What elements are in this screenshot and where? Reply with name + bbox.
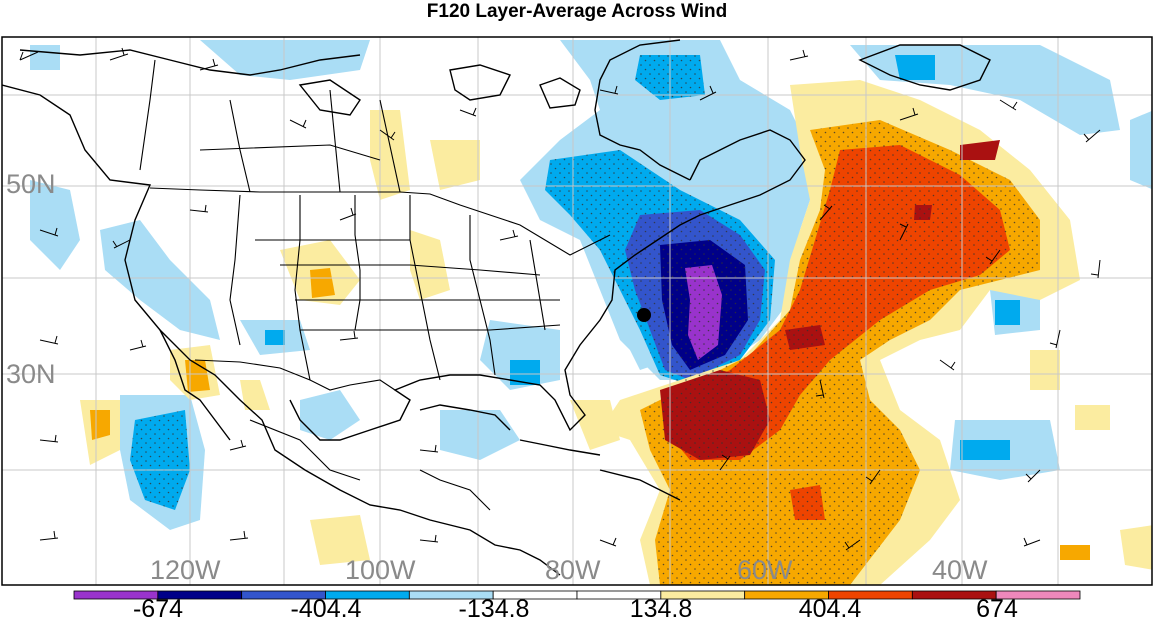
wind-barbs bbox=[19, 47, 1101, 551]
lon-label-100w: 100W bbox=[345, 555, 416, 585]
colorbar-label: -404.4 bbox=[290, 595, 362, 623]
colorbar-label: -674 bbox=[132, 595, 184, 623]
colorbar-label: 674 bbox=[976, 595, 1018, 623]
lon-label-120w: 120W bbox=[150, 555, 221, 585]
lat-label-30n: 30N bbox=[6, 359, 56, 389]
lon-label-80w: 80W bbox=[545, 555, 601, 585]
location-marker bbox=[637, 308, 651, 322]
colorbar-label: 134.8 bbox=[629, 595, 693, 623]
lon-label-60w: 60W bbox=[737, 555, 793, 585]
lat-label-50n: 50N bbox=[6, 169, 56, 199]
political-borders bbox=[139, 59, 611, 511]
lon-label-40w: 40W bbox=[932, 555, 988, 585]
map-title: F120 Layer-Average Across Wind bbox=[426, 1, 728, 22]
colorbar-label: 404.4 bbox=[798, 595, 862, 623]
lat-lon-grid bbox=[2, 37, 1152, 585]
coastlines bbox=[2, 39, 991, 576]
colorbar-label: -134.8 bbox=[458, 595, 530, 623]
